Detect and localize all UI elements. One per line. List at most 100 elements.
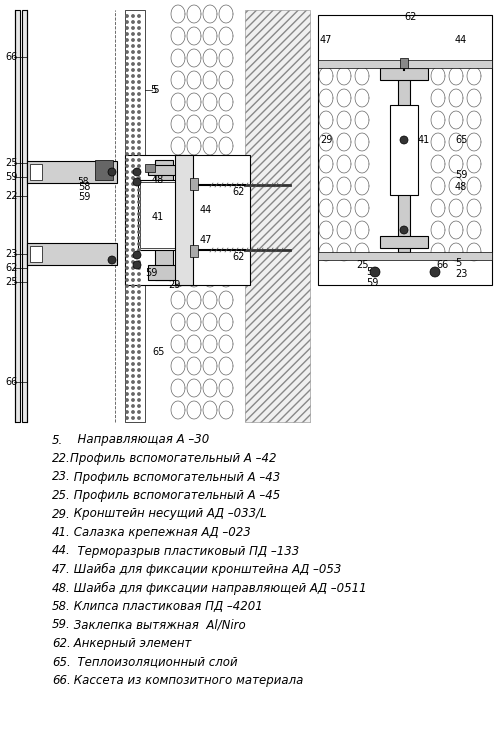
Circle shape xyxy=(132,171,134,173)
Circle shape xyxy=(126,381,128,383)
Text: Направляющая А –30: Направляющая А –30 xyxy=(70,434,209,446)
Circle shape xyxy=(138,279,140,281)
Circle shape xyxy=(138,285,140,287)
Circle shape xyxy=(132,267,134,269)
Circle shape xyxy=(138,339,140,341)
Circle shape xyxy=(126,135,128,137)
Text: 62: 62 xyxy=(232,252,244,262)
Text: Шайба для фиксации направляющей АД –0511: Шайба для фиксации направляющей АД –0511 xyxy=(70,582,366,594)
Circle shape xyxy=(138,374,140,377)
Circle shape xyxy=(126,399,128,401)
Circle shape xyxy=(132,237,134,239)
Bar xyxy=(138,180,178,250)
Circle shape xyxy=(138,249,140,251)
Bar xyxy=(27,161,117,183)
Circle shape xyxy=(126,69,128,71)
Circle shape xyxy=(138,117,140,119)
Circle shape xyxy=(138,231,140,233)
Circle shape xyxy=(132,111,134,113)
Text: 62: 62 xyxy=(5,263,18,273)
Circle shape xyxy=(133,261,141,269)
Text: 25.: 25. xyxy=(52,489,71,502)
Circle shape xyxy=(132,279,134,281)
Text: 5: 5 xyxy=(152,85,158,95)
Circle shape xyxy=(138,195,140,197)
Circle shape xyxy=(138,141,140,144)
Circle shape xyxy=(138,206,140,209)
Text: 44: 44 xyxy=(200,205,212,215)
Circle shape xyxy=(126,237,128,239)
Text: Шайба для фиксации кронштейна АД –053: Шайба для фиксации кронштейна АД –053 xyxy=(70,563,342,576)
Circle shape xyxy=(126,147,128,149)
Circle shape xyxy=(138,111,140,113)
Circle shape xyxy=(132,291,134,293)
Circle shape xyxy=(132,99,134,101)
Circle shape xyxy=(126,206,128,209)
Circle shape xyxy=(138,345,140,347)
Text: Терморазрыв пластиковый ПД –133: Терморазрыв пластиковый ПД –133 xyxy=(70,545,299,557)
Text: Анкерный элемент: Анкерный элемент xyxy=(70,637,192,650)
Circle shape xyxy=(132,381,134,383)
Circle shape xyxy=(138,369,140,371)
Circle shape xyxy=(430,267,440,277)
Circle shape xyxy=(138,129,140,131)
Circle shape xyxy=(126,111,128,113)
Circle shape xyxy=(126,225,128,227)
Circle shape xyxy=(138,405,140,407)
Circle shape xyxy=(126,279,128,281)
Circle shape xyxy=(138,291,140,293)
Circle shape xyxy=(400,226,408,234)
Circle shape xyxy=(138,321,140,323)
Circle shape xyxy=(126,339,128,341)
Circle shape xyxy=(126,63,128,65)
Circle shape xyxy=(133,178,141,186)
Bar xyxy=(318,260,492,285)
Circle shape xyxy=(138,417,140,419)
Circle shape xyxy=(132,81,134,83)
Circle shape xyxy=(132,27,134,29)
Text: 66.: 66. xyxy=(52,674,71,687)
Circle shape xyxy=(138,357,140,359)
Circle shape xyxy=(126,33,128,36)
Text: 62: 62 xyxy=(404,12,416,22)
Circle shape xyxy=(126,171,128,173)
Circle shape xyxy=(138,87,140,90)
Circle shape xyxy=(126,260,128,263)
Circle shape xyxy=(126,411,128,413)
Circle shape xyxy=(132,411,134,413)
Circle shape xyxy=(138,237,140,239)
Circle shape xyxy=(132,141,134,144)
Text: Кассета из композитного материала: Кассета из композитного материала xyxy=(70,674,304,687)
Circle shape xyxy=(133,251,141,259)
Circle shape xyxy=(126,45,128,47)
Circle shape xyxy=(126,249,128,251)
Text: 66: 66 xyxy=(436,260,448,270)
Circle shape xyxy=(132,393,134,395)
Bar xyxy=(380,236,428,248)
Circle shape xyxy=(132,69,134,71)
Circle shape xyxy=(132,177,134,179)
Circle shape xyxy=(132,273,134,275)
Bar xyxy=(318,60,492,68)
Text: Профиль вспомогательный А –43: Профиль вспомогательный А –43 xyxy=(70,471,280,483)
Text: 58: 58 xyxy=(77,177,88,186)
Circle shape xyxy=(138,327,140,329)
Circle shape xyxy=(126,327,128,329)
Text: 41: 41 xyxy=(152,212,164,222)
Circle shape xyxy=(132,33,134,36)
Text: 25: 25 xyxy=(5,277,18,287)
Text: 59: 59 xyxy=(455,170,468,180)
Circle shape xyxy=(138,135,140,137)
Circle shape xyxy=(132,219,134,221)
Text: 44.: 44. xyxy=(52,545,71,557)
Circle shape xyxy=(138,314,140,317)
Text: 65.: 65. xyxy=(52,656,71,668)
Bar xyxy=(318,252,492,260)
Circle shape xyxy=(126,333,128,335)
Circle shape xyxy=(126,285,128,287)
Circle shape xyxy=(132,399,134,401)
Text: 5: 5 xyxy=(150,85,156,95)
Circle shape xyxy=(138,201,140,204)
Circle shape xyxy=(132,405,134,407)
Circle shape xyxy=(138,411,140,413)
